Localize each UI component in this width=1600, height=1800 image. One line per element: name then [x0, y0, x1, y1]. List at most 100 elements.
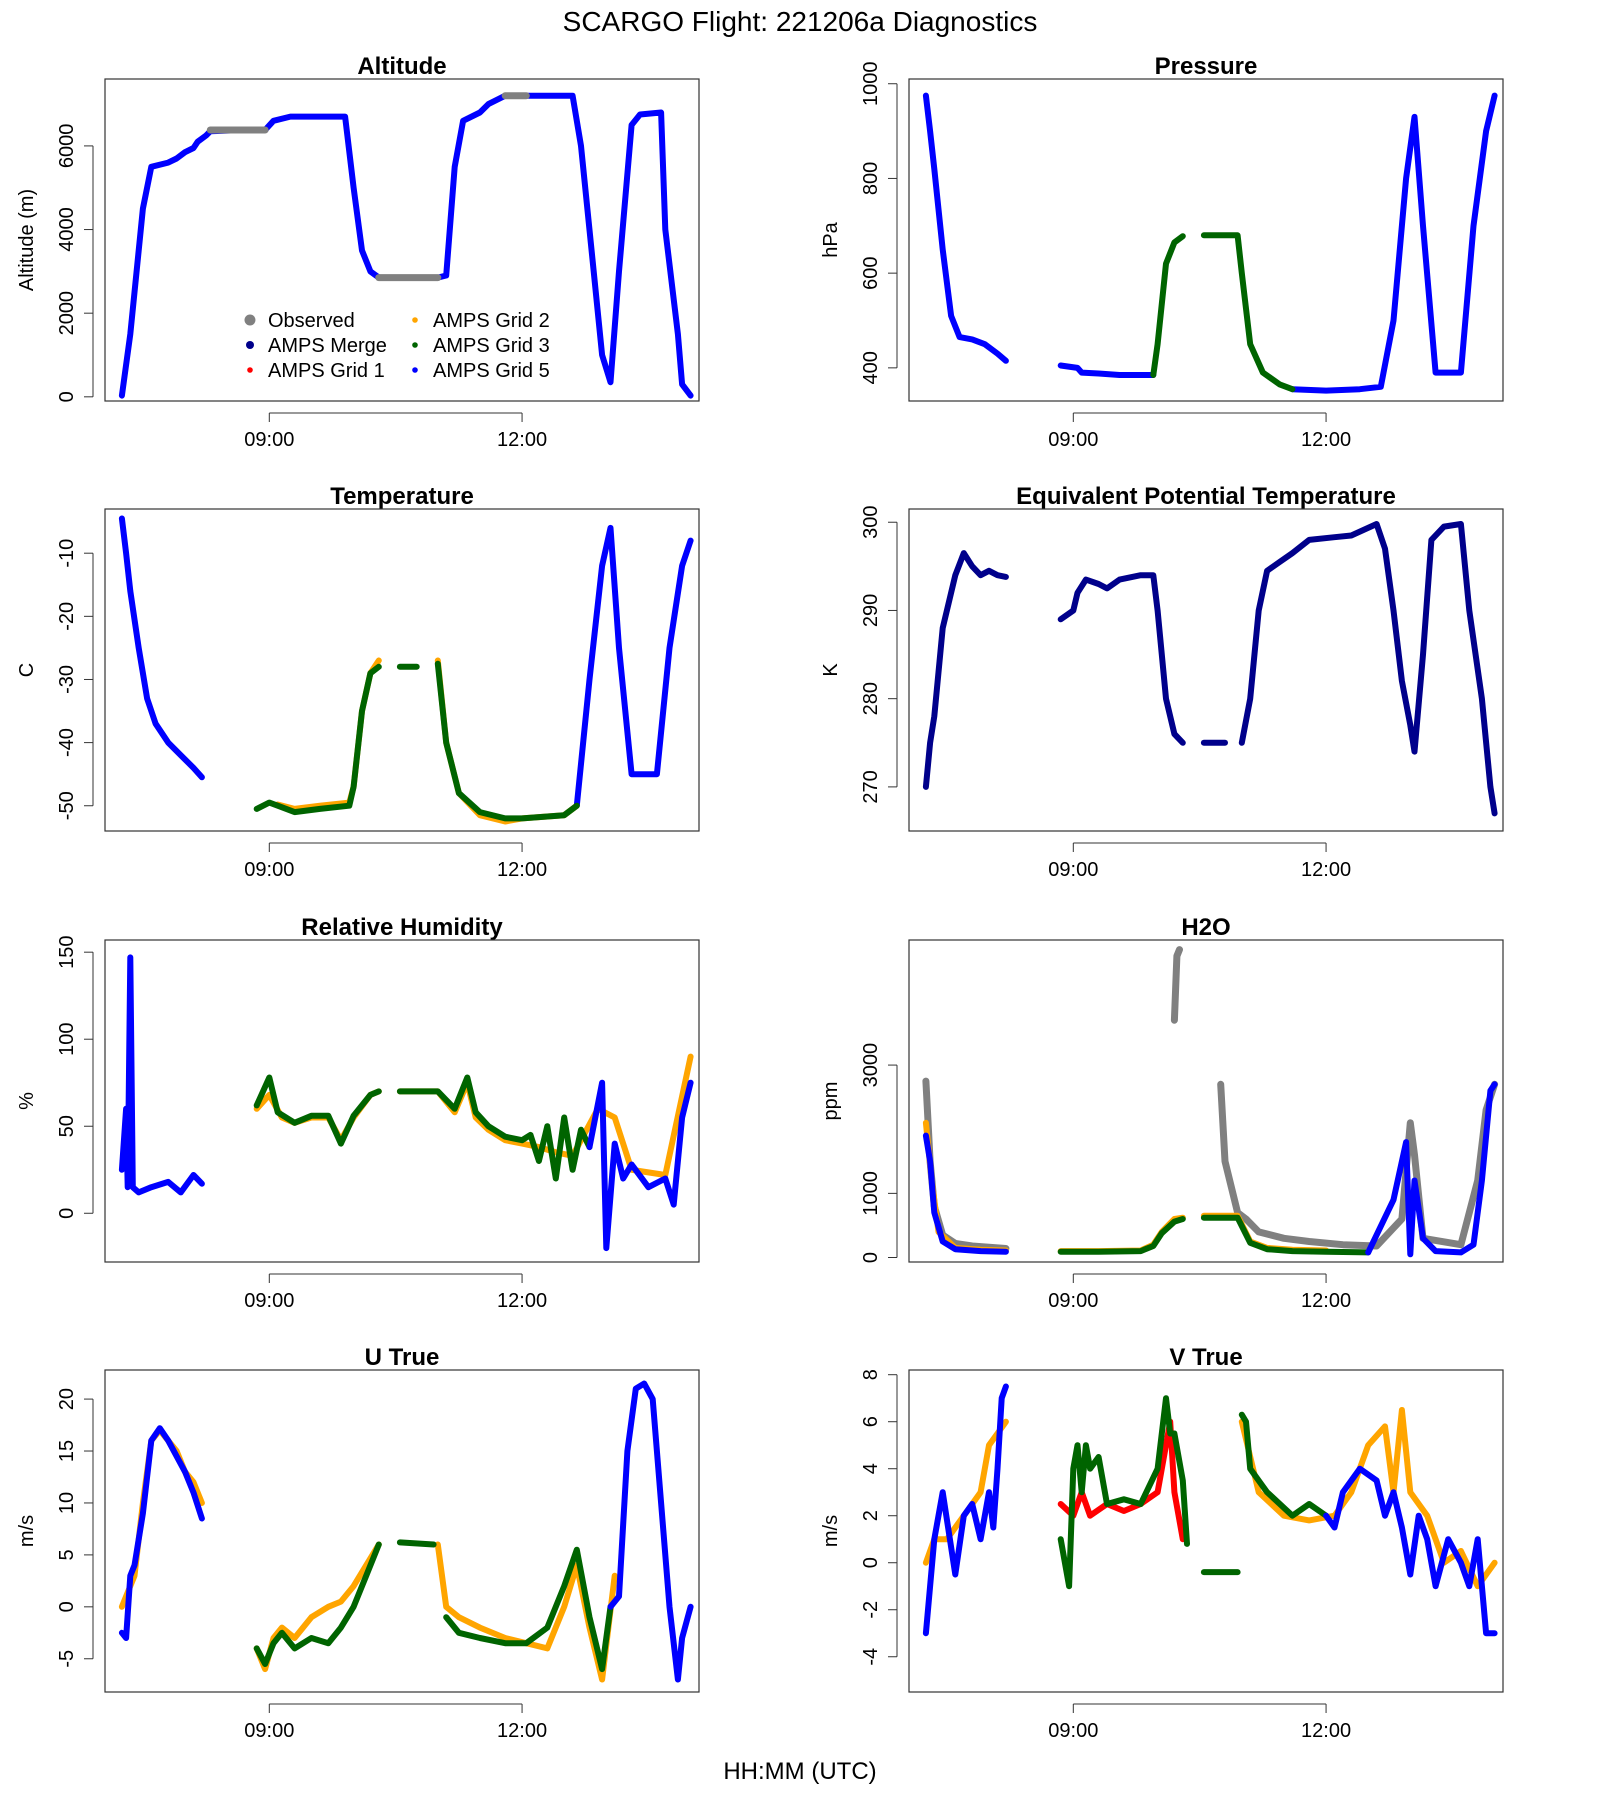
y-tick-label-pressure-1: 600	[860, 256, 882, 289]
x-tick-label-altitude-1: 12:00	[497, 429, 547, 451]
x-tick-label-h2o-1: 12:00	[1301, 1290, 1351, 1312]
panel-rh: Relative Humidity 09:00 12:00 0 50 100 150%	[16, 914, 700, 1312]
y-axis-label-pressure: hPa	[820, 221, 842, 257]
series-u-amps-grid-5-seg-1	[607, 1380, 694, 1683]
legend-marker-amps-grid-2	[412, 317, 418, 323]
legend-marker-amps-merge	[246, 341, 254, 349]
y-tick-label-eqpt-0: 270	[860, 770, 882, 803]
series-temperature-amps-grid-2-seg-0	[274, 657, 382, 812]
legend-marker-amps-grid-5	[412, 367, 418, 373]
series-temperature-amps-grid-5-seg-1	[573, 524, 694, 809]
x-tick-label-eqpt-1: 12:00	[1301, 859, 1351, 881]
series-v-amps-grid-3-seg-0	[1057, 1395, 1190, 1590]
series-rh-amps-grid-3-seg-0	[253, 1074, 382, 1147]
x-tick-label-rh-0: 09:00	[244, 1290, 294, 1312]
series-h2o-amps-grid-3-seg-0	[1057, 1216, 1186, 1255]
y-tick-label-pressure-2: 800	[860, 162, 882, 195]
series-h2o-amps-grid-3-seg-1	[1200, 1214, 1372, 1256]
panel-v: V True 09:00 12:00 -4 -2 0 2 4 6 8 m/s	[820, 1344, 1504, 1742]
panel-frame-altitude	[104, 78, 700, 402]
y-tick-label-u-3: 10	[56, 1492, 78, 1514]
series-u-amps-grid-3-seg-2	[443, 1546, 614, 1673]
legend-marker-amps-grid-3	[412, 342, 418, 348]
x-tick-label-h2o-0: 09:00	[1048, 1290, 1098, 1312]
series-group-rh	[118, 954, 694, 1252]
panel-frame-rh	[104, 939, 700, 1263]
y-axis-label-v: m/s	[820, 1515, 842, 1547]
y-tick-label-h2o-0: 0	[860, 1252, 882, 1263]
y-tick-label-rh-1: 50	[56, 1115, 78, 1137]
x-tick-label-eqpt-0: 09:00	[1048, 859, 1098, 881]
x-tick-label-temperature-1: 12:00	[497, 859, 547, 881]
panel-title-v: V True	[1169, 1344, 1242, 1371]
y-tick-label-v-4: 4	[860, 1463, 882, 1474]
series-group-h2o	[922, 946, 1499, 1258]
y-tick-label-temperature-1: -40	[56, 728, 78, 757]
series-group-altitude	[118, 92, 694, 399]
x-tick-label-pressure-0: 09:00	[1048, 429, 1098, 451]
y-tick-label-v-1: -2	[860, 1601, 882, 1619]
legend-label-amps-grid-1: AMPS Grid 1	[268, 360, 385, 382]
panel-title-h2o: H2O	[1181, 914, 1230, 941]
series-h2o-amps-grid-5-seg-1	[1365, 1081, 1498, 1258]
series-rh-amps-grid-5-seg-1	[586, 1079, 694, 1252]
panel-title-u: U True	[365, 1344, 440, 1371]
series-rh-amps-grid-5-seg-0	[118, 954, 205, 1196]
series-u-amps-grid-3-seg-0	[253, 1541, 382, 1667]
y-tick-label-pressure-0: 400	[860, 351, 882, 384]
y-axis-label-eqpt: K	[820, 663, 842, 677]
series-temperature-amps-grid-2-seg-1	[434, 657, 580, 825]
y-tick-label-u-4: 15	[56, 1440, 78, 1462]
series-v-amps-grid-2-seg-1	[1238, 1407, 1498, 1590]
y-tick-label-altitude-3: 6000	[56, 124, 78, 169]
y-axis-label-rh: %	[16, 1092, 38, 1110]
series-h2o-observed-seg-2	[1217, 1080, 1499, 1250]
series-v-amps-grid-5-seg-0	[922, 1383, 1009, 1637]
panel-frame-eqpt	[908, 508, 1504, 832]
y-axis-label-altitude: Altitude (m)	[16, 189, 38, 291]
panel-title-pressure: Pressure	[1155, 53, 1258, 80]
panel-title-temperature: Temperature	[330, 483, 474, 510]
y-axis-label-temperature: C	[16, 663, 38, 677]
y-tick-label-temperature-0: -50	[56, 791, 78, 820]
y-tick-label-u-0: -5	[56, 1650, 78, 1668]
panel-u: U True 09:00 12:00 -5 0 5 10 15 20 m/s	[16, 1344, 700, 1742]
x-tick-label-v-1: 12:00	[1301, 1720, 1351, 1742]
series-temperature-amps-grid-5-seg-0	[118, 515, 205, 781]
series-rh-amps-grid-3-seg-1	[396, 1074, 593, 1182]
y-tick-label-temperature-4: -10	[56, 539, 78, 568]
series-pressure-amps-grid-5-seg-0	[922, 92, 1009, 364]
y-tick-label-rh-2: 100	[56, 1023, 78, 1056]
series-temperature-amps-grid-3-seg-0	[253, 663, 382, 816]
y-tick-label-altitude-1: 2000	[56, 291, 78, 336]
y-tick-label-pressure-3: 1000	[860, 61, 882, 106]
series-group-eqpt	[922, 521, 1498, 817]
series-group-temperature	[118, 515, 694, 825]
y-tick-label-v-2: 0	[860, 1557, 882, 1568]
series-group-pressure	[922, 92, 1498, 394]
legend-label-amps-grid-5: AMPS Grid 5	[433, 360, 550, 382]
panel-title-eqpt: Equivalent Potential Temperature	[1016, 483, 1396, 510]
series-pressure-amps-grid-5-seg-2	[1289, 92, 1498, 394]
y-tick-label-v-3: 2	[860, 1510, 882, 1521]
series-pressure-amps-grid-5-seg-1	[1057, 362, 1157, 378]
panel-altitude: Altitude 09:00 12:00 0 2000 4000 6000 Altitude …	[16, 53, 700, 451]
y-tick-label-eqpt-2: 290	[860, 594, 882, 627]
y-axis-label-u: m/s	[16, 1515, 38, 1547]
panel-frame-h2o	[908, 939, 1504, 1263]
y-tick-label-v-6: 8	[860, 1369, 882, 1380]
y-tick-label-rh-3: 150	[56, 935, 78, 968]
series-u-amps-grid-5-seg-0	[118, 1425, 205, 1641]
panel-frame-v	[908, 1369, 1504, 1693]
series-pressure-amps-grid-3-seg-1	[1200, 232, 1296, 393]
y-axis-label-h2o: ppm	[820, 1082, 842, 1121]
y-tick-label-eqpt-1: 280	[860, 682, 882, 715]
y-tick-label-temperature-2: -30	[56, 665, 78, 694]
y-tick-label-temperature-3: -20	[56, 602, 78, 631]
y-tick-label-altitude-0: 0	[56, 391, 78, 402]
series-group-u	[118, 1380, 694, 1683]
series-u-amps-grid-2-seg-0	[118, 1427, 205, 1610]
panel-temperature: Temperature 09:00 12:00 -50 -40 -30 -20 -10 C	[16, 483, 700, 881]
y-tick-label-v-0: -4	[860, 1648, 882, 1666]
